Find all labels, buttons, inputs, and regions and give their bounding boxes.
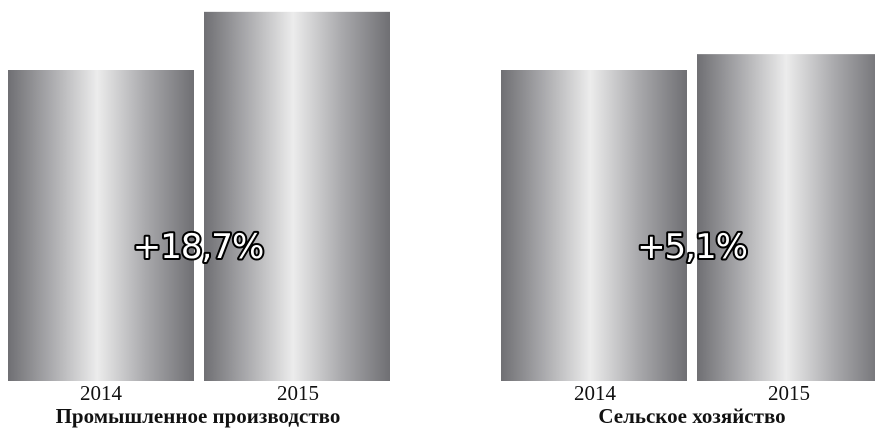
bar-agriculture-2015 <box>697 54 875 381</box>
chart-group-agriculture: +5,1% 2014 2015 Сельское хозяйство <box>501 54 875 428</box>
tick-label-agriculture-2014: 2014 <box>574 381 617 405</box>
tick-label-industry-2014: 2014 <box>80 381 123 405</box>
tick-label-industry-2015: 2015 <box>277 381 319 405</box>
group-title-agriculture: Сельское хозяйство <box>598 404 785 428</box>
bar-industry-2015 <box>204 11 390 382</box>
chart-group-industry: +18,7% 2014 2015 Промышленное производст… <box>8 11 390 428</box>
tick-label-agriculture-2015: 2015 <box>768 381 810 405</box>
group-title-industry: Промышленное производство <box>56 404 341 428</box>
growth-label-industry: +18,7% <box>133 227 264 267</box>
bar-industry-2014 <box>8 70 194 381</box>
bar-agriculture-2014 <box>501 70 687 381</box>
growth-label-agriculture: +5,1% <box>637 227 747 267</box>
